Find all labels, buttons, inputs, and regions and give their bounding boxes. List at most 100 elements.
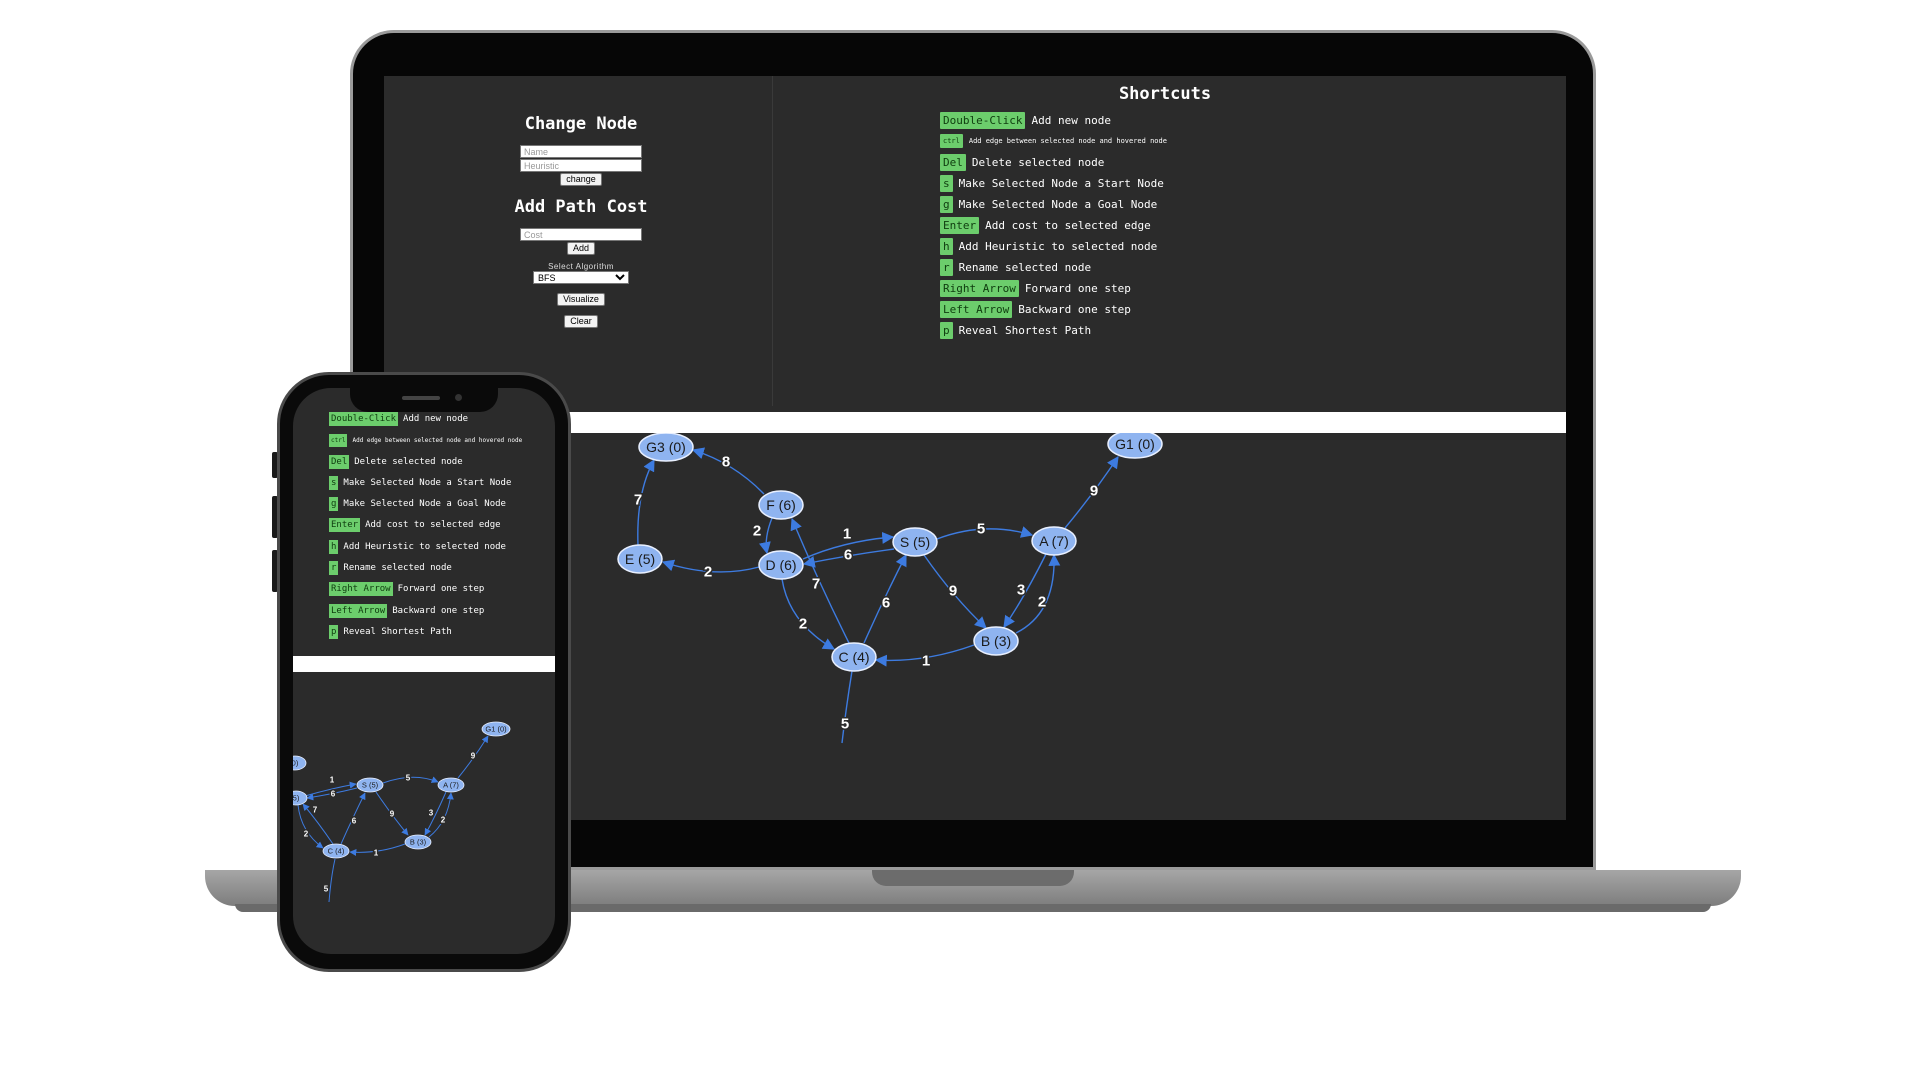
shortcut-row: p Reveal Shortest Path [329, 623, 522, 641]
shortcut-key-badge: Enter [940, 216, 980, 234]
shortcut-description: Add Heuristic to selected node [958, 239, 1158, 253]
graph-node-b[interactable]: B (3) [404, 834, 432, 850]
shortcut-key-badge: Enter [329, 518, 361, 533]
graph-edge[interactable] [349, 843, 406, 856]
cost-input[interactable] [520, 228, 642, 241]
graph-node-d[interactable]: D (6) [758, 550, 804, 580]
phone-divider [293, 656, 555, 672]
node-label: C (4) [838, 649, 869, 665]
graph-edge[interactable] [424, 791, 447, 836]
graph-edge[interactable] [790, 517, 850, 644]
shortcut-description: Rename selected node [343, 563, 452, 574]
node-ellipse[interactable] [758, 550, 804, 580]
name-input[interactable] [520, 145, 642, 158]
graph-edge[interactable] [863, 553, 907, 644]
graph-node-g1[interactable]: G1 (0) [1107, 429, 1163, 459]
graph-edge[interactable] [306, 787, 358, 801]
node-ellipse[interactable] [758, 490, 804, 520]
node-ellipse[interactable] [356, 777, 384, 793]
shortcut-row: r Rename selected node [329, 559, 522, 577]
shortcut-row: Enter Add cost to selected edge [329, 516, 522, 534]
graph-node-left2[interactable]: 5) [293, 790, 308, 806]
graph-node-c[interactable]: C (4) [322, 843, 350, 859]
laptop-trackpad-notch [872, 870, 1074, 886]
graph-edge[interactable] [340, 792, 366, 845]
graph-edge[interactable] [428, 792, 454, 838]
clear-button[interactable]: Clear [564, 315, 598, 328]
graph-edge[interactable] [841, 670, 853, 744]
node-ellipse[interactable] [437, 777, 465, 793]
graph-edge[interactable] [382, 776, 439, 784]
shortcut-row: Del Delete selected node [940, 152, 1167, 172]
graph-edge[interactable] [637, 458, 655, 546]
phone-volume-down [272, 550, 278, 592]
node-label: B (3) [981, 633, 1011, 649]
graph-node-e[interactable]: E (5) [617, 544, 663, 574]
shortcut-key-badge: s [940, 174, 953, 192]
node-ellipse[interactable] [293, 790, 308, 806]
edge-cost-label: 7 [812, 576, 820, 593]
graph-edge[interactable] [802, 531, 895, 560]
graph-node-b[interactable]: B (3) [973, 626, 1019, 656]
graph-edge[interactable] [874, 644, 975, 667]
node-ellipse[interactable] [638, 432, 694, 462]
shortcut-key-badge: Del [940, 153, 966, 171]
node-ellipse[interactable] [831, 642, 877, 672]
node-ellipse[interactable] [293, 755, 307, 771]
node-ellipse[interactable] [404, 834, 432, 850]
graph-edge[interactable] [759, 517, 773, 555]
graph-edge[interactable] [297, 804, 324, 849]
graph-node-g3[interactable]: G3 (0) [638, 432, 694, 462]
graph-edge[interactable] [328, 858, 336, 903]
edge-cost-label: 5 [324, 885, 329, 894]
graph-edge[interactable] [1015, 553, 1061, 634]
node-ellipse[interactable] [892, 527, 938, 557]
graph-node-c[interactable]: C (4) [831, 642, 877, 672]
heuristic-input[interactable] [520, 159, 642, 172]
graph-node-g1[interactable]: G1 (0) [481, 721, 511, 737]
graph-edge[interactable] [457, 735, 489, 779]
graph-node-s[interactable]: S (5) [892, 527, 938, 557]
node-ellipse[interactable] [973, 626, 1019, 656]
edge-cost-label: 7 [313, 806, 318, 815]
graph-edge[interactable] [781, 578, 836, 650]
shortcut-row: h Add Heuristic to selected node [940, 236, 1167, 256]
node-label: B (3) [410, 838, 427, 847]
graph-canvas[interactable]: 8 7 2 2 1 6 7 2 6 5 9 3 2 1 9 5 G3 (0) G1 (0) F (6) E (5) D … [384, 429, 1566, 820]
phone-mute-switch [272, 452, 278, 478]
graph-node-f[interactable]: F (6) [758, 490, 804, 520]
graph-edge[interactable] [661, 559, 760, 573]
graph-node-a[interactable]: A (7) [437, 777, 465, 793]
change-button[interactable]: change [560, 173, 602, 186]
graph-edge[interactable] [923, 554, 987, 629]
edge-cost-label: 1 [922, 653, 930, 670]
shortcut-row: r Rename selected node [940, 257, 1167, 277]
graph-edge[interactable] [1064, 456, 1119, 529]
graph-edge[interactable] [802, 548, 895, 568]
node-ellipse[interactable] [1031, 526, 1077, 556]
shortcut-description: Add edge between selected node and hover… [352, 436, 523, 444]
edge-cost-label: 1 [374, 849, 379, 858]
shortcut-row: Left Arrow Backward one step [329, 602, 522, 620]
add-cost-button[interactable]: Add [566, 242, 595, 255]
node-ellipse[interactable] [322, 843, 350, 859]
graph-edge[interactable] [691, 447, 765, 495]
edge-cost-label: 6 [331, 790, 336, 799]
shortcut-row: s Make Selected Node a Start Node [940, 173, 1167, 193]
shortcut-row: g Make Selected Node a Goal Node [329, 495, 522, 513]
node-ellipse[interactable] [617, 544, 663, 574]
graph-node-a[interactable]: A (7) [1031, 526, 1077, 556]
graph-edge[interactable] [936, 526, 1034, 540]
graph-edge[interactable] [375, 791, 409, 836]
phone-graph-canvas[interactable]: 1 6 7 2 6 5 9 3 2 1 9 5 0) 5) S (5) A (7) B (3) C (4) G1 (… [293, 672, 555, 954]
graph-node-left1[interactable]: 0) [293, 755, 307, 771]
node-ellipse[interactable] [481, 721, 511, 737]
shortcut-key-badge: r [940, 258, 953, 276]
algorithm-select[interactable]: BFS [533, 271, 629, 284]
visualize-button[interactable]: Visualize [557, 293, 605, 306]
graph-edge[interactable] [302, 803, 334, 845]
graph-edge[interactable] [1003, 553, 1047, 628]
graph-node-s[interactable]: S (5) [356, 777, 384, 793]
